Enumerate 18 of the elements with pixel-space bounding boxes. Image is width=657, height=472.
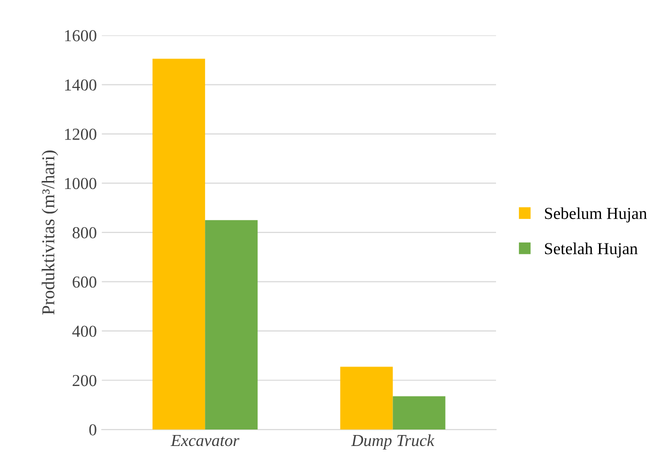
y-tick-label: 200 [72,374,96,386]
x-tick-label: Excavator [170,435,240,446]
x-tick-label: Dump Truck [351,434,434,450]
legend-label: Sebelum Hujan [545,207,647,222]
y-axis-title: Produktivitas (m³/hari) [42,150,58,315]
bar [392,396,446,430]
bar [340,366,393,430]
bar [152,58,206,430]
legend-label: Setelah Hujan [545,242,638,258]
y-tick-label: 1600 [65,30,96,42]
y-tick-label: 1000 [65,178,96,190]
y-tick-label: 1400 [65,79,96,91]
y-tick-label: 800 [72,227,96,238]
y-tick-label: 1200 [65,128,96,140]
bar [205,220,258,430]
y-tick-label: 400 [72,326,96,337]
y-tick-label: 0 [89,424,96,436]
y-tick-label: 600 [72,276,96,288]
